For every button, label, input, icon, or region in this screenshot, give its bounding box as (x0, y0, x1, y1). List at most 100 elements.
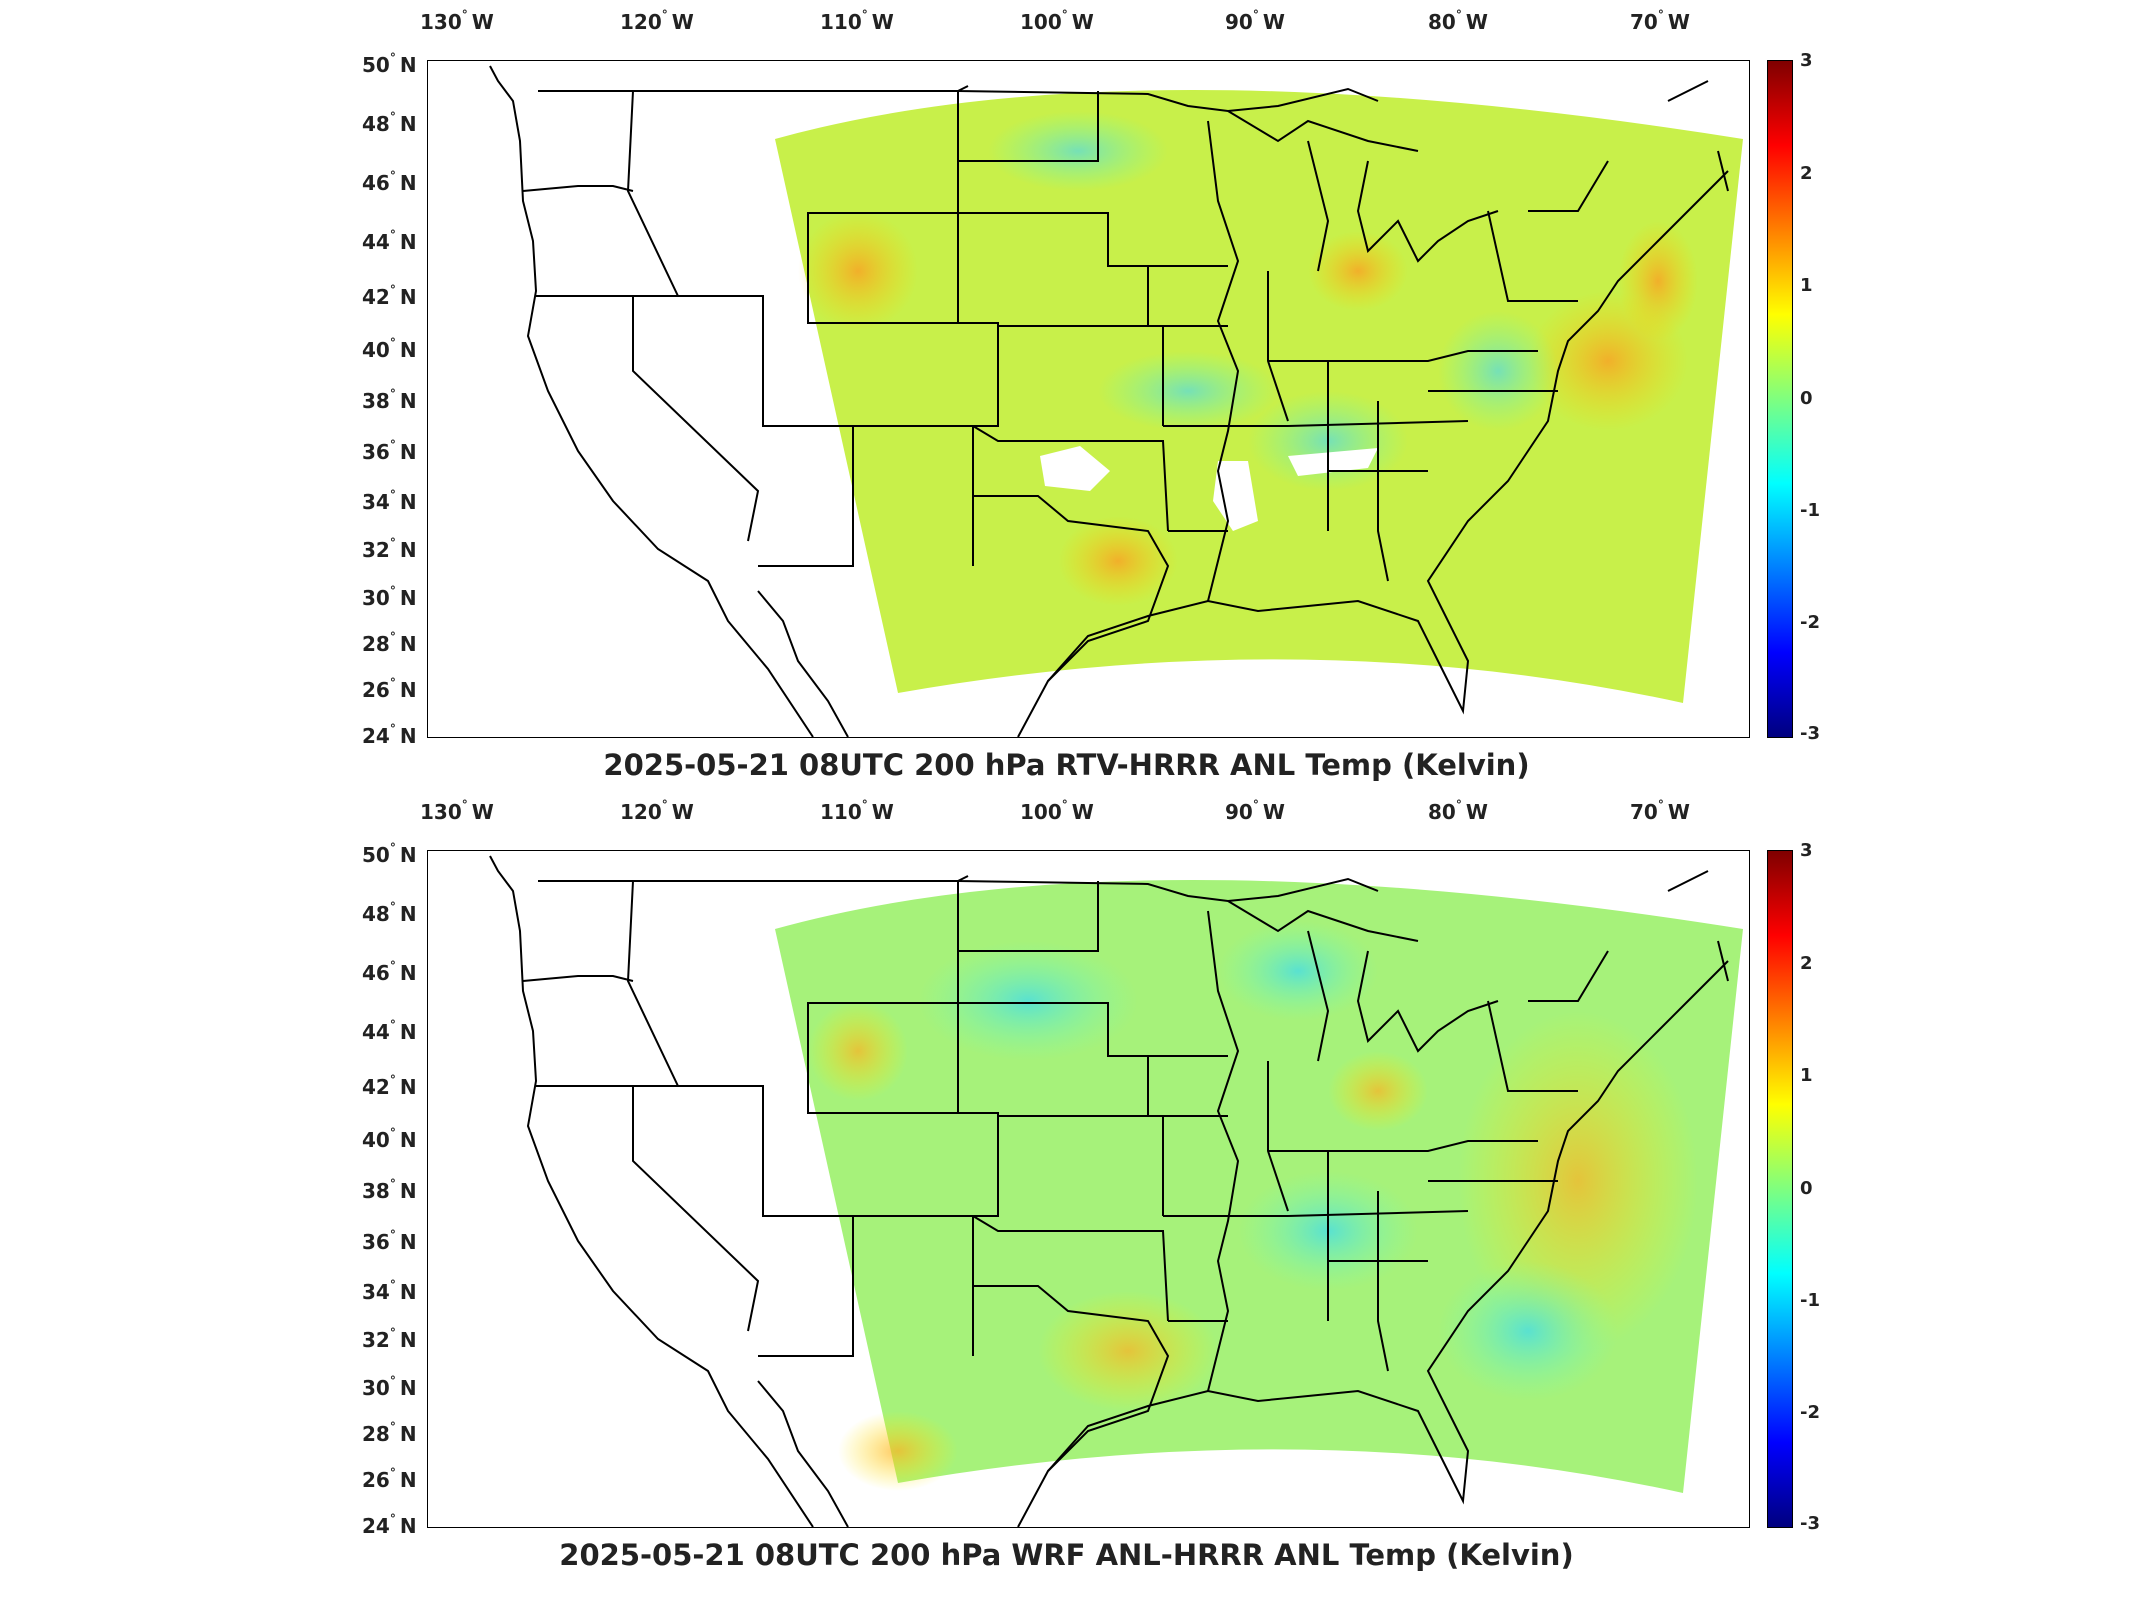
lat-tick-label: 48° N (362, 110, 417, 136)
lon-tick-label: 90° W (1225, 798, 1285, 824)
baja-coast (757, 590, 849, 737)
cool-anomaly (1098, 351, 1278, 431)
lat-tick-label: 42° N (362, 283, 417, 309)
lat-tick-label: 40° N (362, 336, 417, 362)
montana-dakotas (957, 881, 1164, 1216)
lon-tick-label: 80° W (1428, 798, 1488, 824)
eastern-states (1267, 160, 1609, 582)
montana-dakotas (957, 91, 1164, 426)
maine-coast (1667, 870, 1729, 982)
lon-tick-label: 110° W (820, 798, 894, 824)
lat-tick-label: 42° N (362, 1073, 417, 1099)
baja-coast (757, 1380, 849, 1527)
colorbar-tick-label: 1 (1800, 275, 1813, 296)
conus-map (489, 65, 1743, 737)
lat-tick-label: 36° N (362, 1228, 417, 1254)
warm-anomaly (798, 211, 918, 331)
lat-tick-label: 30° N (362, 1374, 417, 1400)
lon-tick-label: 120° W (620, 798, 694, 824)
lat-tick-label: 24° N (362, 722, 417, 748)
mississippi-river (1207, 120, 1240, 602)
lon-tick-label: 130° W (420, 798, 494, 824)
colorbar-tick-label: -1 (1800, 1290, 1820, 1311)
lat-tick-label: 26° N (362, 676, 417, 702)
colorbar-tick-label: 3 (1800, 50, 1813, 71)
missing-data (1213, 461, 1258, 531)
lat-tick-label: 36° N (362, 438, 417, 464)
cool-anomaly (988, 111, 1168, 191)
texas-outline (972, 1216, 1170, 1527)
colorbar-tick-label: 2 (1800, 953, 1813, 974)
lon-tick-label: 100° W (1020, 798, 1094, 824)
map-panel-top: 130° W 120° W 110° W 100° W 90° W 80° W 70° W 50° N 48°… (362, 8, 1820, 782)
great-lakes (1227, 900, 1499, 1062)
lon-tick-label: 90° W (1225, 8, 1285, 34)
midwest-grid (1108, 265, 1469, 532)
gulf-coast (1047, 960, 1729, 1505)
missing-data (1040, 446, 1110, 491)
panel-title: 2025-05-21 08UTC 200 hPa RTV-HRRR ANL Te… (603, 748, 1530, 782)
colorbar-tick-label: 0 (1800, 1178, 1813, 1199)
warm-anomaly (1058, 516, 1178, 606)
lat-tick-label: 44° N (362, 1018, 417, 1044)
us-west-coast (489, 855, 814, 1527)
lat-tick-label: 50° N (362, 51, 417, 77)
lon-tick-label: 70° W (1630, 798, 1690, 824)
colorbar-tick-label: 1 (1800, 1065, 1813, 1086)
oklahoma (972, 425, 1169, 532)
idaho-nevada (626, 90, 693, 297)
colorbar-tick-label: -2 (1800, 612, 1820, 633)
colorbar-tick-label: -1 (1800, 500, 1820, 521)
lat-tick-label: 38° N (362, 387, 417, 413)
cool-anomaly (1438, 1261, 1618, 1401)
lat-tick-label: 34° N (362, 1278, 417, 1304)
lat-tick-label: 28° N (362, 1420, 417, 1446)
lat-tick-label: 24° N (362, 1512, 417, 1538)
mississippi-river (1207, 910, 1240, 1392)
map-panel-bottom: 130° W 120° W 110° W 100° W 90° W 80° W 70° W 50° N 48°… (0, 790, 2133, 1600)
lon-tick-label: 110° W (820, 8, 894, 34)
colorbar-tick-label: -3 (1800, 1513, 1820, 1534)
nevada-border (632, 296, 760, 542)
great-lakes (1227, 110, 1499, 272)
cool-anomaly (1218, 921, 1378, 1021)
us-west-coast (489, 65, 814, 737)
warm-anomaly (1618, 221, 1698, 341)
warm-anomaly (1328, 1051, 1428, 1131)
gulf-coast (1047, 170, 1729, 715)
colorbar-tick-label: 2 (1800, 163, 1813, 184)
lat-tick-label: 32° N (362, 536, 417, 562)
map-frame (427, 60, 1750, 738)
washington-oregon (522, 975, 634, 982)
nevada-border (632, 1086, 760, 1332)
colorbar (1767, 60, 1793, 738)
lat-tick-label: 46° N (362, 959, 417, 985)
lat-tick-label: 32° N (362, 1326, 417, 1352)
colorbar-tick-label: 0 (1800, 388, 1813, 409)
maine-coast (1667, 80, 1729, 192)
lat-tick-label: 48° N (362, 900, 417, 926)
lat-tick-label: 44° N (362, 228, 417, 254)
coastlines-and-borders (489, 855, 1729, 1527)
lon-tick-label: 100° W (1020, 8, 1094, 34)
colorbar-tick-label: -2 (1800, 1402, 1820, 1423)
colorbar-tick-label: -3 (1800, 723, 1820, 744)
cool-anomaly (918, 941, 1138, 1061)
warm-anomaly (1308, 231, 1408, 311)
arizona-border (758, 425, 854, 567)
lat-tick-label: 46° N (362, 169, 417, 195)
lon-tick-label: 80° W (1428, 8, 1488, 34)
colorbar (1767, 850, 1793, 1528)
conus-map (489, 855, 1743, 1527)
lat-tick-label: 26° N (362, 1466, 417, 1492)
cool-anomaly (1438, 311, 1558, 431)
lon-tick-label: 130° W (420, 8, 494, 34)
eastern-states (1267, 950, 1609, 1372)
lon-tick-label: 120° W (620, 8, 694, 34)
lat-tick-label: 50° N (362, 841, 417, 867)
warm-anomaly (838, 1411, 958, 1491)
arizona-border (758, 1215, 854, 1357)
midwest-grid (1108, 1055, 1469, 1322)
lat-tick-label: 38° N (362, 1177, 417, 1203)
lat-tick-label: 40° N (362, 1126, 417, 1152)
